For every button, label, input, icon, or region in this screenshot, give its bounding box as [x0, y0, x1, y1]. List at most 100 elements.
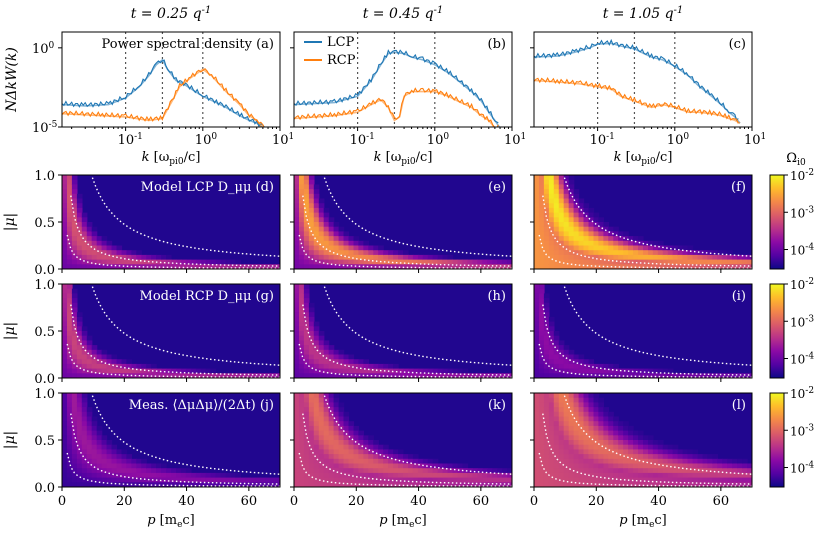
- heatmap-cell: [593, 444, 600, 450]
- heatmap-cell: [568, 245, 575, 251]
- heatmap-cell: [598, 363, 604, 370]
- heatmap-cell: [111, 368, 118, 374]
- heatmap-cell: [91, 368, 98, 374]
- heatmap-cell: [136, 463, 142, 469]
- heatmap-cell: [338, 416, 345, 422]
- heatmap-cell: [71, 179, 78, 185]
- heatmap-cell: [185, 472, 192, 479]
- heatmap-cell: [613, 236, 619, 242]
- heatmap-cell: [613, 226, 619, 232]
- heatmap-cell: [76, 236, 83, 242]
- heatmap-cell: [111, 250, 118, 256]
- heatmap-cell: [568, 397, 575, 403]
- heatmap-cell: [534, 340, 540, 346]
- heatmap-cell: [338, 254, 345, 261]
- heatmap-cell: [358, 259, 364, 265]
- heatmap-cell: [593, 435, 600, 441]
- heatmap-cell: [294, 302, 300, 309]
- heatmap-cell: [323, 254, 330, 261]
- heatmap-cell: [96, 468, 103, 474]
- heatmap-cell: [200, 373, 207, 378]
- heatmap-cell: [553, 250, 560, 256]
- axes-frame: [293, 31, 513, 128]
- heatmap-cell: [368, 472, 374, 479]
- heatmap-cell: [628, 245, 634, 251]
- heatmap-cell: [573, 444, 580, 450]
- heatmap-cell: [76, 240, 83, 247]
- heatmap-cell: [136, 458, 142, 465]
- heatmap-cell: [543, 425, 550, 432]
- heatmap-cell: [265, 482, 271, 487]
- heatmap-cell: [294, 402, 300, 408]
- heatmap-cell: [553, 179, 560, 185]
- heatmap-cell: [161, 368, 167, 374]
- heatmap-cell: [353, 236, 360, 242]
- heatmap-cell: [628, 430, 634, 436]
- heatmap-cell: [76, 345, 83, 351]
- heatmap-cell: [447, 463, 454, 469]
- heatmap-cell: [96, 363, 103, 370]
- heatmap-cell: [648, 477, 654, 483]
- heatmap-cell: [81, 231, 88, 237]
- heatmap-cell: [623, 231, 629, 237]
- heatmap-cell: [141, 468, 147, 474]
- heatmap-cell: [81, 345, 88, 351]
- heatmap-cell: [71, 468, 78, 474]
- heatmap-cell: [86, 245, 93, 251]
- heatmap-cell: [106, 472, 113, 479]
- heatmap-cell: [563, 402, 570, 408]
- heatmap-cell: [628, 463, 634, 469]
- heatmap-cell: [62, 293, 68, 299]
- heatmap-cell: [71, 368, 78, 374]
- heatmap-cell: [388, 477, 394, 483]
- heatmap-cell: [126, 482, 132, 487]
- panel-annotation: (h): [487, 289, 506, 304]
- heatmap-cell: [225, 264, 232, 269]
- resonance-curve-1: [302, 413, 512, 485]
- heatmap-cell: [558, 340, 565, 346]
- heatmap-cell: [548, 430, 555, 436]
- heatmap-cell: [687, 458, 694, 465]
- heatmap-cell: [111, 463, 118, 469]
- heatmap-cell: [613, 368, 619, 374]
- heatmap-cell: [707, 482, 713, 487]
- heatmap-cell: [593, 368, 600, 374]
- heatmap-cell: [692, 458, 699, 465]
- heatmap-cell: [299, 340, 305, 346]
- heatmap-cell: [427, 368, 434, 374]
- heatmap-cell: [588, 435, 595, 441]
- series-model-rcp: [294, 90, 496, 127]
- heatmap-cell: [657, 458, 664, 465]
- heatmap-cell: [313, 472, 320, 479]
- heatmap-cell: [86, 430, 93, 436]
- heatmap-cell: [71, 245, 78, 251]
- heatmap-cell: [534, 288, 540, 294]
- heatmap-cell: [299, 203, 305, 209]
- heatmap-cell: [86, 349, 93, 356]
- heatmap-cell: [71, 293, 78, 299]
- heatmap-cell: [563, 264, 570, 269]
- heatmap-cell: [353, 373, 360, 378]
- heatmap-cell: [166, 482, 172, 487]
- heatmap-cell: [353, 245, 360, 251]
- heatmap-cell: [652, 458, 659, 465]
- heatmap-cell: [548, 321, 555, 327]
- heatmap-cell: [328, 397, 335, 403]
- heatmap-cell: [553, 349, 560, 356]
- heatmap-cell: [608, 226, 614, 232]
- heatmap-cell: [76, 335, 83, 341]
- heatmap-cell: [373, 444, 379, 450]
- x-tick-label: 60: [473, 494, 490, 509]
- panel-annotation: (e): [488, 180, 506, 195]
- heatmap-cell: [598, 449, 604, 455]
- heatmap-cell: [358, 264, 364, 269]
- heatmap-cell: [368, 458, 374, 465]
- heatmap-cell: [86, 345, 93, 351]
- heatmap-cell: [548, 222, 555, 228]
- y-tick-label: 1.0: [34, 278, 55, 293]
- heatmap-cell: [588, 421, 595, 427]
- heatmap-cell: [712, 482, 718, 487]
- heatmap-cell: [91, 345, 98, 351]
- heatmap-cell: [568, 184, 575, 190]
- heatmap-cell: [539, 477, 545, 483]
